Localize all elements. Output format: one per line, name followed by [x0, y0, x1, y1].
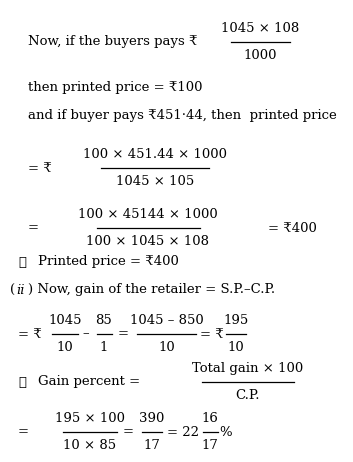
Text: =: = [28, 221, 39, 235]
Text: = ₹: = ₹ [28, 162, 52, 175]
Text: 1045 × 105: 1045 × 105 [116, 175, 194, 188]
Text: 17: 17 [143, 439, 160, 452]
Text: 10: 10 [228, 341, 244, 354]
Text: = ₹: = ₹ [18, 328, 42, 340]
Text: 1000: 1000 [243, 49, 277, 62]
Text: =: = [18, 426, 29, 438]
Text: 100 × 45144 × 1000: 100 × 45144 × 1000 [78, 208, 218, 221]
Text: =: = [118, 328, 128, 340]
Text: C.P.: C.P. [236, 389, 260, 402]
Text: ∴: ∴ [18, 376, 26, 389]
Text: Now, if the buyers pays ₹: Now, if the buyers pays ₹ [28, 36, 197, 49]
Text: 1045: 1045 [48, 314, 82, 327]
Text: 10 × 85: 10 × 85 [64, 439, 116, 452]
Text: –: – [82, 328, 89, 340]
Text: 100 × 451.44 × 1000: 100 × 451.44 × 1000 [83, 148, 227, 161]
Text: 390: 390 [139, 412, 164, 425]
Text: 100 × 1045 × 108: 100 × 1045 × 108 [86, 235, 209, 248]
Text: 1045 – 850: 1045 – 850 [130, 314, 203, 327]
Text: 16: 16 [202, 412, 219, 425]
Text: =: = [123, 426, 134, 438]
Text: Total gain × 100: Total gain × 100 [192, 362, 304, 375]
Text: 195 × 100: 195 × 100 [55, 412, 125, 425]
Text: 10: 10 [158, 341, 175, 354]
Text: and if buyer pays ₹451·44, then  printed price: and if buyer pays ₹451·44, then printed … [28, 109, 337, 122]
Text: 1: 1 [100, 341, 108, 354]
Text: 195: 195 [223, 314, 249, 327]
Text: 17: 17 [202, 439, 219, 452]
Text: then printed price = ₹100: then printed price = ₹100 [28, 81, 203, 95]
Text: Gain percent =: Gain percent = [38, 376, 140, 389]
Text: = 22: = 22 [167, 426, 199, 438]
Text: %: % [220, 426, 232, 438]
Text: = ₹400: = ₹400 [268, 221, 317, 235]
Text: ) Now, gain of the retailer = S.P.–C.P.: ) Now, gain of the retailer = S.P.–C.P. [28, 284, 275, 297]
Text: ∴: ∴ [18, 255, 26, 268]
Text: = ₹: = ₹ [200, 328, 224, 340]
Text: (: ( [10, 284, 15, 297]
Text: Printed price = ₹400: Printed price = ₹400 [38, 255, 179, 268]
Text: 1045 × 108: 1045 × 108 [221, 22, 299, 35]
Text: 10: 10 [56, 341, 73, 354]
Text: 85: 85 [96, 314, 112, 327]
Text: ii: ii [16, 284, 24, 297]
